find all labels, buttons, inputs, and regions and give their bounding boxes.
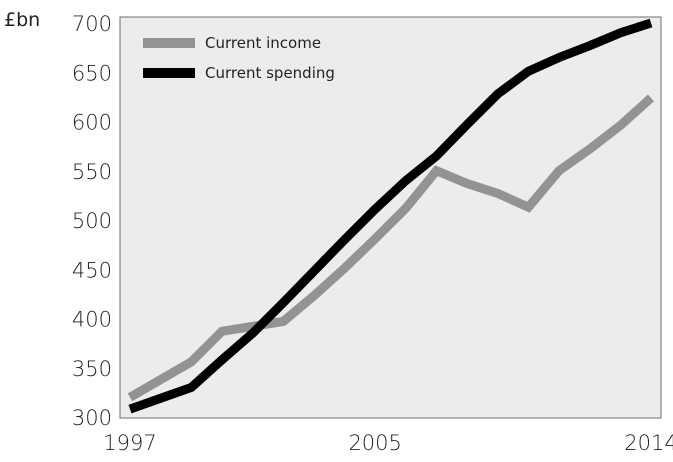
y-tick-label: 550 <box>72 160 112 184</box>
legend-swatch <box>143 68 195 78</box>
y-tick-label: 650 <box>72 61 112 85</box>
y-tick-label: 450 <box>72 258 112 282</box>
x-tick-label: 1997 <box>103 431 156 455</box>
y-tick-label: 500 <box>72 209 112 233</box>
y-axis-unit: £bn <box>4 9 40 31</box>
legend-label: Current income <box>205 34 321 52</box>
y-tick-label: 300 <box>72 406 112 430</box>
series-line <box>128 18 653 414</box>
series-line <box>127 94 655 402</box>
y-tick-label: 400 <box>72 308 112 332</box>
legend: Current income Current spending <box>143 34 335 82</box>
legend-label: Current spending <box>205 64 335 82</box>
x-tick-label: 2014 <box>624 431 673 455</box>
y-tick-label: 700 <box>72 12 112 36</box>
y-tick-label: 600 <box>72 111 112 135</box>
x-tick-label: 2005 <box>348 431 401 455</box>
legend-swatch <box>143 38 195 48</box>
y-tick-label: 350 <box>72 357 112 381</box>
